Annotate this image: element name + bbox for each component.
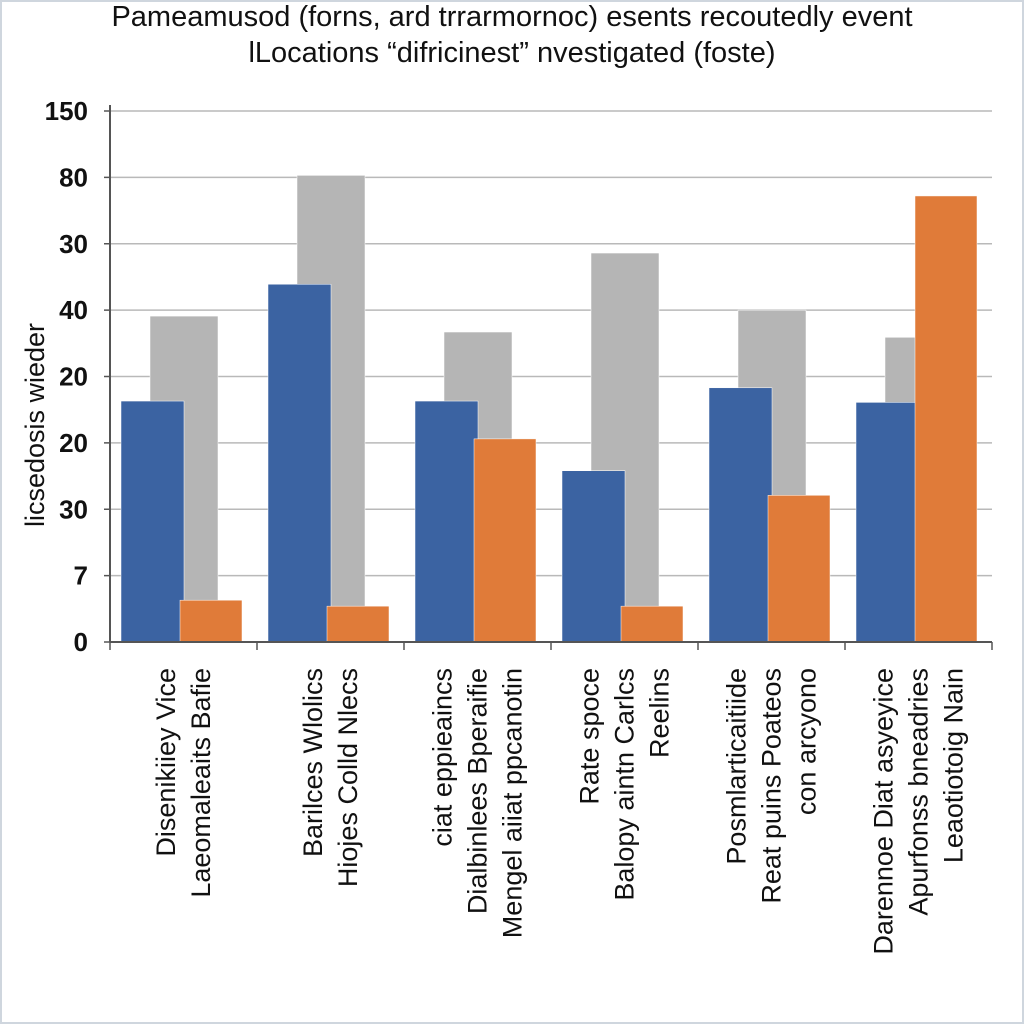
x-tick-label: Posmlarticaitiide bbox=[722, 668, 752, 865]
bar bbox=[179, 599, 243, 643]
x-tick-label: Dialbinlees Bperaifie bbox=[463, 668, 493, 914]
chart-title: Pameamusod (forns, ard trrarmornoc) esen… bbox=[111, 1, 912, 33]
bar bbox=[414, 400, 479, 643]
y-tick-label: 7 bbox=[74, 561, 88, 591]
x-tick-label: con arcyono bbox=[792, 668, 822, 815]
y-tick-label: 0 bbox=[74, 627, 88, 657]
y-tick-label: 80 bbox=[59, 162, 88, 192]
x-tick-label: Hiojes Colld Nlecs bbox=[333, 668, 363, 887]
bar bbox=[326, 605, 390, 643]
y-axis-label: licsedosis wieder bbox=[20, 323, 50, 527]
x-tick-label: Rate spoce bbox=[575, 668, 605, 805]
x-tick-label: Apurfonss bneadries bbox=[904, 668, 934, 916]
y-tick-label: 20 bbox=[59, 428, 88, 458]
x-tick-label: Balopy aintn Carlcs bbox=[610, 668, 640, 901]
x-tick-label: Disenikiiey Vice bbox=[151, 668, 181, 857]
bar bbox=[914, 195, 978, 643]
x-tick-label: Leaotiotoig Nain bbox=[939, 668, 969, 863]
y-tick-label: 30 bbox=[59, 229, 88, 259]
bar bbox=[767, 495, 831, 643]
x-tick-label: Reelins bbox=[645, 668, 675, 758]
bar bbox=[267, 283, 332, 643]
bar bbox=[855, 402, 920, 643]
y-tick-label: 40 bbox=[59, 295, 88, 325]
x-tick-label: ciat eppieaincs bbox=[428, 668, 458, 847]
bar bbox=[620, 605, 684, 643]
x-tick-label: Darennoe Diat asyeyice bbox=[869, 668, 899, 955]
x-tick-label: Laeomaleaits Bafie bbox=[186, 668, 216, 898]
x-tick-label: Reat puins Poateos bbox=[757, 668, 787, 904]
chart-subtitle: lLocations “difricinest” nvestigated (fo… bbox=[248, 37, 775, 69]
x-tick-label: Barilces Wlolics bbox=[298, 668, 328, 857]
bar bbox=[120, 400, 185, 643]
y-tick-label: 30 bbox=[59, 494, 88, 524]
y-tick-label: 20 bbox=[59, 362, 88, 392]
bar bbox=[473, 438, 537, 643]
y-tick-label: 150 bbox=[45, 96, 88, 126]
x-tick-label: Mengel aiiat ppcanotin bbox=[498, 668, 528, 938]
bar bbox=[561, 470, 626, 643]
bar bbox=[708, 387, 773, 643]
